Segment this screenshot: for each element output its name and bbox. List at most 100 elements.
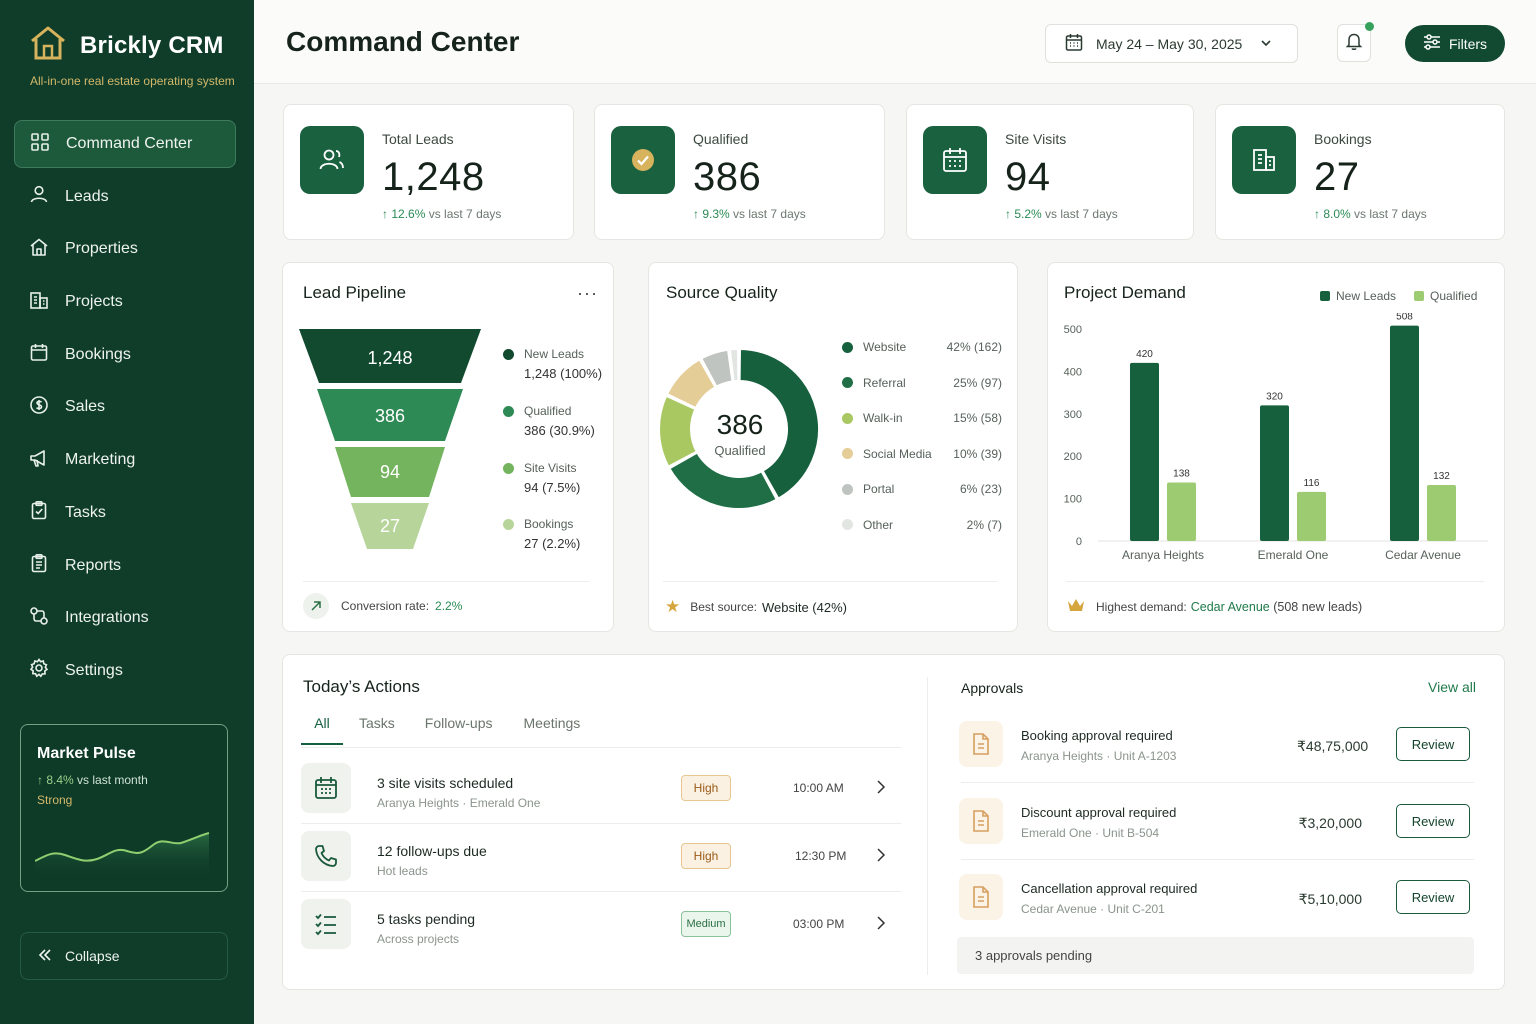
users-icon bbox=[300, 126, 364, 194]
star-icon: ★ bbox=[665, 597, 681, 616]
review-button[interactable]: Review bbox=[1396, 804, 1470, 838]
approval-amount: ₹48,75,000 bbox=[1297, 738, 1369, 754]
arrow-up-icon: ↑ bbox=[1314, 207, 1324, 221]
approval-row-cancellation: Cancellation approval required Cedar Ave… bbox=[959, 859, 1474, 935]
home-icon bbox=[29, 237, 49, 262]
sidebar-item-projects[interactable]: Projects bbox=[14, 278, 236, 326]
bar-new-leads bbox=[1390, 325, 1419, 541]
highest-demand-project[interactable]: Cedar Avenue bbox=[1190, 599, 1270, 614]
action-title: 5 tasks pending bbox=[377, 911, 476, 927]
conversion-rate: Conversion rate: 2.2% bbox=[303, 593, 462, 619]
notifications-button[interactable] bbox=[1337, 22, 1374, 62]
document-icon bbox=[959, 874, 1003, 920]
y-tick-label: 100 bbox=[1064, 494, 1082, 506]
sidebar-item-bookings[interactable]: Bookings bbox=[14, 331, 236, 379]
collapse-button[interactable]: Collapse bbox=[20, 932, 228, 980]
best-source: ★ Best source: Website (42%) bbox=[665, 597, 847, 617]
market-pulse-state: Strong bbox=[37, 793, 73, 807]
arrow-up-icon: ↑ bbox=[1005, 207, 1015, 221]
sidebar-item-settings[interactable]: Settings bbox=[14, 647, 236, 695]
highest-demand-label: Highest demand: bbox=[1096, 599, 1187, 614]
panel-separator bbox=[927, 677, 928, 975]
pipeline-funnel: 1,248 386 94 27 bbox=[299, 329, 481, 549]
bar-value-label: 138 bbox=[1173, 468, 1190, 479]
action-subtitle: Across projects bbox=[377, 932, 460, 946]
source-quality-donut bbox=[659, 347, 820, 510]
review-button[interactable]: Review bbox=[1396, 880, 1470, 914]
stat-card-bookings[interactable]: Bookings 27 ↑ 8.0% vs last 7 days bbox=[1215, 104, 1505, 240]
stat-delta-value: 12.6% bbox=[391, 207, 426, 221]
sidebar-item-properties[interactable]: Properties bbox=[14, 225, 236, 273]
sidebar-item-reports[interactable]: Reports bbox=[14, 542, 236, 590]
stat-delta: ↑ 9.3% vs last 7 days bbox=[693, 207, 806, 221]
more-options-icon[interactable]: ··· bbox=[577, 283, 598, 303]
tab-tasks[interactable]: Tasks bbox=[359, 715, 395, 731]
top-header: Command Center May 24 – May 30, 2025 Fil… bbox=[254, 0, 1536, 84]
priority-badge: High bbox=[681, 775, 731, 801]
approval-amount: ₹5,10,000 bbox=[1298, 891, 1362, 907]
tab-all[interactable]: All bbox=[301, 715, 343, 745]
approval-title: Discount approval required bbox=[1021, 805, 1177, 820]
action-row-follow-ups[interactable]: 12 follow-ups due Hot leads High 12:30 P… bbox=[301, 823, 901, 889]
sidebar-item-marketing[interactable]: Marketing bbox=[14, 436, 236, 484]
tab-follow-ups[interactable]: Follow-ups bbox=[424, 715, 493, 731]
approval-row-booking: Booking approval required Aranya Heights… bbox=[959, 706, 1474, 782]
legend-label: Walk-in bbox=[863, 411, 903, 425]
actions-tabs: All Tasks Follow-ups Meetings bbox=[301, 715, 580, 745]
legend-swatch bbox=[842, 412, 853, 424]
gear-icon bbox=[29, 658, 49, 683]
project-demand-legend: New Leads Qualified bbox=[1320, 289, 1477, 303]
view-all-link[interactable]: View all bbox=[1428, 679, 1476, 695]
megaphone-icon bbox=[29, 448, 49, 473]
brand[interactable]: Brickly CRM bbox=[28, 24, 224, 67]
legend-swatch bbox=[1414, 291, 1425, 301]
funnel-value-qualified: 386 bbox=[375, 406, 405, 426]
sidebar-item-sales[interactable]: Sales bbox=[14, 383, 236, 431]
funnel-value-bookings: 27 bbox=[380, 516, 400, 536]
bar-value-label: 420 bbox=[1136, 349, 1153, 360]
chevron-right-icon[interactable] bbox=[875, 779, 887, 800]
x-tick-label: Cedar Avenue bbox=[1385, 548, 1461, 562]
collapse-label: Collapse bbox=[65, 948, 120, 964]
stat-card-qualified[interactable]: Qualified 386 ↑ 9.3% vs last 7 days bbox=[594, 104, 885, 240]
legend-label: Qualified bbox=[1430, 289, 1478, 303]
brand-tagline: All-in-one real estate operating system bbox=[30, 74, 235, 88]
sidebar-item-label: Reports bbox=[65, 556, 122, 574]
date-range-picker[interactable]: May 24 – May 30, 2025 bbox=[1045, 24, 1298, 63]
legend-item-qualified: Qualified bbox=[1414, 289, 1477, 303]
stat-card-total-leads[interactable]: Total Leads 1,248 ↑ 12.6% vs last 7 days bbox=[283, 104, 574, 240]
tab-meetings[interactable]: Meetings bbox=[523, 715, 581, 731]
review-button[interactable]: Review bbox=[1396, 727, 1470, 761]
legend-detail: 27 (2.2%) bbox=[524, 536, 581, 551]
approval-subtitle: Emerald One · Unit B-504 bbox=[1021, 826, 1160, 840]
legend-swatch bbox=[1320, 291, 1330, 301]
sidebar-item-command-center[interactable]: Command Center bbox=[14, 120, 236, 168]
legend-label: New Leads bbox=[524, 347, 585, 361]
legend-swatch bbox=[842, 483, 853, 495]
sidebar-item-label: Properties bbox=[65, 240, 138, 258]
chevron-right-icon[interactable] bbox=[875, 915, 887, 936]
stat-card-site-visits[interactable]: Site Visits 94 ↑ 5.2% vs last 7 days bbox=[906, 104, 1194, 240]
legend-swatch bbox=[842, 341, 853, 353]
legend-swatch bbox=[842, 519, 853, 530]
chevron-right-icon[interactable] bbox=[875, 847, 887, 868]
sidebar-item-label: Bookings bbox=[65, 345, 131, 363]
legend-detail: 94 (7.5%) bbox=[524, 480, 581, 495]
donut-center-label: Qualified bbox=[714, 443, 766, 458]
action-title: 3 site visits scheduled bbox=[377, 775, 514, 791]
sidebar-item-leads[interactable]: Leads bbox=[14, 173, 236, 221]
action-row-tasks[interactable]: 5 tasks pending Across projects Medium 0… bbox=[301, 891, 901, 957]
date-range-value: May 24 – May 30, 2025 bbox=[1096, 35, 1243, 52]
clipboard-check-icon bbox=[29, 500, 49, 525]
source-legend-item: Social Media 10% (39) bbox=[842, 447, 1002, 461]
approvals-pending-bar: 3 approvals pending bbox=[957, 937, 1474, 974]
sidebar-item-tasks[interactable]: Tasks bbox=[14, 489, 236, 537]
pipeline-legend-site-visits: Site Visits 94 (7.5%) bbox=[503, 461, 580, 495]
lead-pipeline-card: Lead Pipeline ··· 1,248 386 94 27 New Le… bbox=[282, 262, 614, 632]
project-demand-card: Project Demand New Leads Qualified 0 100 2… bbox=[1047, 262, 1505, 632]
phone-icon bbox=[301, 831, 351, 881]
action-row-site-visits[interactable]: 3 site visits scheduled Aranya Heights ·… bbox=[301, 755, 901, 821]
filters-button[interactable]: Filters bbox=[1405, 25, 1505, 62]
stat-label: Qualified bbox=[693, 131, 749, 147]
sidebar-item-integrations[interactable]: Integrations bbox=[14, 594, 236, 642]
